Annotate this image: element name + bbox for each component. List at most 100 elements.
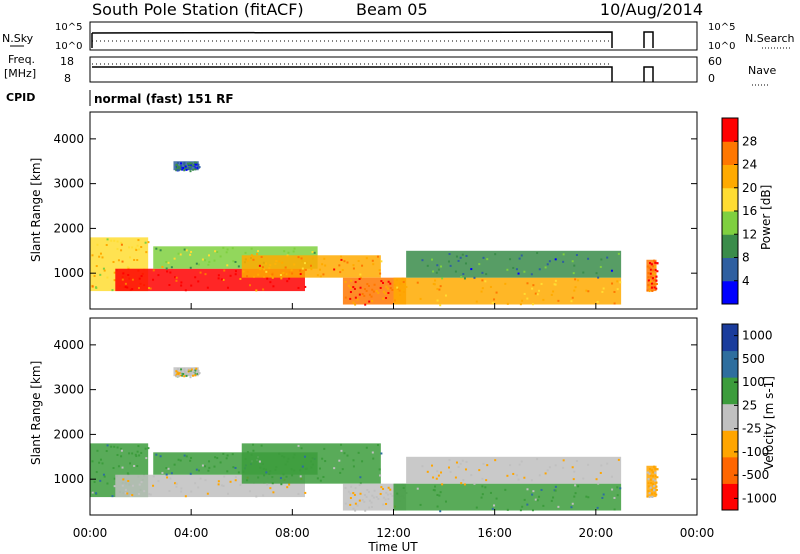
velocity-speckle bbox=[106, 444, 109, 447]
velocity-speckle bbox=[192, 374, 195, 377]
power-speckle bbox=[180, 281, 183, 284]
power-speckle bbox=[117, 259, 120, 262]
power-speckle bbox=[387, 280, 390, 283]
velocity-speckle bbox=[99, 479, 102, 482]
power-speckle bbox=[140, 245, 143, 248]
power-speckle bbox=[438, 288, 441, 291]
velocity-speckle bbox=[650, 492, 653, 495]
power-speckle bbox=[222, 246, 225, 249]
velocity-speckle bbox=[136, 450, 139, 453]
power-speckle bbox=[416, 281, 419, 284]
power-speckle bbox=[189, 167, 192, 170]
freq-label-line2: [MHz] bbox=[4, 67, 36, 80]
power-y-tick-label: 4000 bbox=[53, 132, 84, 146]
power-speckle bbox=[286, 280, 289, 283]
velocity-speckle bbox=[554, 485, 557, 488]
power-speckle bbox=[165, 261, 168, 264]
velocity-speckle bbox=[557, 505, 560, 508]
power-speckle bbox=[189, 164, 192, 167]
power-speckle bbox=[448, 253, 451, 256]
power-speckle bbox=[532, 284, 535, 287]
power-speckle bbox=[131, 288, 134, 291]
power-speckle bbox=[175, 276, 178, 279]
power-speckle bbox=[440, 265, 443, 268]
power-speckle bbox=[319, 275, 322, 278]
velocity-speckle bbox=[177, 375, 180, 378]
velocity-region bbox=[393, 483, 622, 511]
power-speckle bbox=[271, 273, 274, 276]
velocity-speckle bbox=[616, 486, 619, 489]
velocity-speckle bbox=[208, 466, 211, 469]
power-speckle bbox=[333, 268, 336, 271]
power-speckle bbox=[436, 287, 439, 290]
velocity-speckle bbox=[536, 458, 539, 461]
power-speckle bbox=[194, 276, 197, 279]
power-speckle bbox=[316, 274, 319, 277]
velocity-speckle bbox=[255, 495, 258, 498]
velocity-speckle bbox=[110, 445, 113, 448]
velocity-speckle bbox=[189, 372, 192, 375]
velocity-speckle bbox=[649, 486, 652, 489]
velocity-speckle bbox=[495, 497, 498, 500]
velocity-speckle bbox=[183, 454, 186, 457]
velocity-speckle bbox=[402, 487, 405, 490]
power-speckle bbox=[436, 299, 439, 302]
power-speckle bbox=[155, 247, 158, 250]
noise-sky-label: N.Sky bbox=[2, 32, 34, 45]
velocity-speckle bbox=[177, 373, 180, 376]
velocity-speckle bbox=[457, 465, 460, 468]
power-speckle bbox=[165, 267, 168, 270]
noise-right-tick-bottom: 10^0 bbox=[708, 41, 735, 52]
power-speckle bbox=[134, 247, 137, 250]
velocity-speckle bbox=[246, 479, 249, 482]
power-speckle bbox=[352, 301, 355, 304]
power-speckle bbox=[650, 282, 653, 285]
power-speckle bbox=[176, 161, 179, 164]
velocity-speckle bbox=[646, 471, 649, 474]
velocity-speckle bbox=[385, 491, 388, 494]
power-speckle bbox=[653, 286, 656, 289]
power-speckle bbox=[219, 255, 222, 258]
power-speckle bbox=[303, 262, 306, 265]
power-speckle bbox=[184, 167, 187, 170]
power-speckle bbox=[364, 303, 367, 306]
power-speckle bbox=[354, 296, 357, 299]
power-speckle bbox=[460, 276, 463, 279]
power-speckle bbox=[373, 283, 376, 286]
velocity-speckle bbox=[377, 497, 380, 500]
velocity-speckle bbox=[387, 498, 390, 501]
velocity-speckle bbox=[647, 485, 650, 488]
velocity-speckle bbox=[192, 370, 195, 373]
velocity-speckle bbox=[606, 462, 609, 465]
power-speckle bbox=[577, 279, 580, 282]
power-speckle bbox=[606, 256, 609, 259]
noise-left-tick-top: 10^5 bbox=[55, 22, 82, 33]
power-speckle bbox=[197, 263, 200, 266]
velocity-y-tick-label: 3000 bbox=[53, 383, 84, 397]
power-colorbar-segment bbox=[722, 280, 738, 305]
velocity-speckle bbox=[654, 471, 657, 474]
velocity-speckle bbox=[234, 466, 237, 469]
velocity-speckle bbox=[112, 467, 115, 470]
velocity-colorbar-segment bbox=[722, 377, 738, 405]
velocity-speckle bbox=[386, 493, 389, 496]
power-speckle bbox=[199, 271, 202, 274]
power-speckle bbox=[299, 273, 302, 276]
power-speckle bbox=[144, 241, 147, 244]
power-speckle bbox=[222, 278, 225, 281]
velocity-colorbar-segment bbox=[722, 430, 738, 458]
power-speckle bbox=[106, 238, 109, 241]
velocity-speckle bbox=[354, 509, 357, 512]
power-speckle bbox=[204, 273, 207, 276]
velocity-speckle bbox=[182, 372, 185, 375]
power-speckle bbox=[572, 272, 575, 275]
power-speckle bbox=[587, 257, 590, 260]
power-speckle bbox=[197, 166, 200, 169]
velocity-speckle bbox=[368, 506, 371, 509]
velocity-speckle bbox=[173, 463, 176, 466]
power-speckle bbox=[207, 263, 210, 266]
velocity-speckle bbox=[223, 475, 226, 478]
velocity-speckle bbox=[184, 495, 187, 498]
velocity-speckle bbox=[222, 484, 225, 487]
power-speckle bbox=[257, 273, 260, 276]
